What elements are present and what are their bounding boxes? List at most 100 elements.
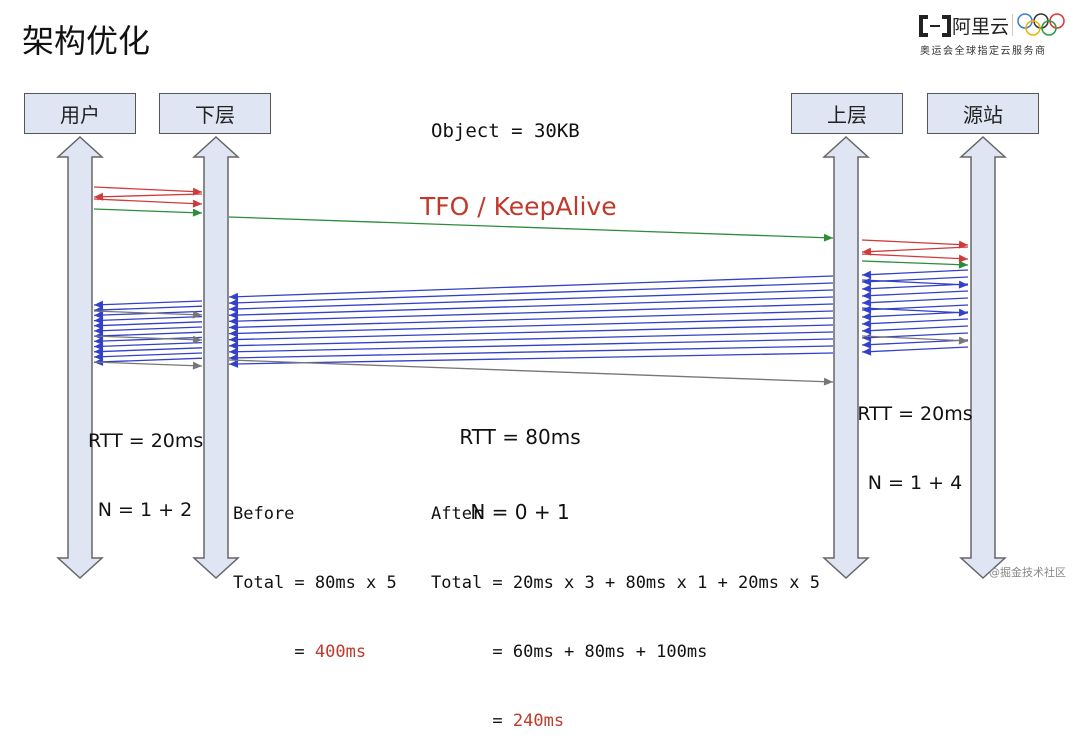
middle-rtt: RTT = 80ms [459, 425, 581, 449]
ack-arrow [861, 279, 969, 286]
lifeline-user [56, 135, 104, 580]
data-arrow [93, 341, 203, 348]
data-arrow [93, 347, 203, 353]
after-calculation: After Total = 20ms x 3 + 80ms x 1 + 20ms… [431, 457, 820, 756]
syn-arrow-head [958, 240, 968, 249]
right-rtt: RTT = 20ms [857, 403, 973, 425]
data-arrow [228, 352, 834, 365]
node-label: 下层 [195, 103, 235, 127]
data-arrow-head [862, 277, 872, 286]
data-arrow [93, 315, 203, 322]
data-arrow-head [229, 341, 239, 350]
data-arrow [861, 318, 969, 325]
before-result: 400ms [314, 642, 367, 662]
data-arrow-head [862, 319, 872, 328]
data-arrow-head [94, 300, 104, 309]
data-arrow-head [229, 311, 239, 320]
data-arrow [93, 305, 203, 311]
request-arrow-head [192, 208, 202, 217]
middle-n: N = 0 + 1 [470, 500, 570, 524]
node-label: 用户 [60, 103, 100, 127]
lifeline-origin [959, 135, 1007, 580]
after-line2: = 60ms + 80ms + 100ms [431, 642, 708, 662]
data-arrow-head [862, 284, 872, 293]
ack-arrow [93, 361, 203, 367]
ack-arrow [93, 198, 203, 205]
after-line3-prefix: = [431, 711, 513, 731]
before-line1: Total = 80ms x 5 [233, 573, 397, 593]
request-arrow [93, 208, 203, 214]
data-arrow [93, 300, 203, 306]
object-size-label: Object = 30KB [431, 120, 580, 142]
logo-tagline: 奥运会全球指定云服务商 [920, 46, 1047, 57]
after-line1: Total = 20ms x 3 + 80ms x 1 + 20ms x 5 [431, 573, 820, 593]
data-arrow-head [862, 347, 872, 356]
middle-segment-label: RTT = 80ms N = 0 + 1 [440, 375, 600, 550]
data-arrow [861, 297, 969, 304]
data-arrow-head [229, 323, 239, 332]
left-n: N = 1 + 2 [97, 499, 193, 521]
data-arrow-head [862, 305, 872, 314]
request-arrow-head [958, 260, 968, 269]
data-arrow [228, 296, 834, 316]
before-calculation: Before Total = 80ms x 5 = 400ms [233, 457, 397, 687]
data-arrow-head [229, 298, 239, 307]
ack-arrow [861, 335, 969, 342]
ack-arrow-head [958, 308, 968, 317]
data-arrow [228, 317, 834, 335]
data-arrow-head [229, 359, 239, 368]
data-arrow-head [862, 298, 872, 307]
data-arrow-head [229, 335, 239, 344]
data-arrow-head [94, 316, 104, 325]
data-arrow [861, 311, 969, 318]
right-segment-label: RTT = 20ms N = 1 + 4 [856, 357, 974, 518]
data-arrow [228, 282, 834, 304]
data-arrow-head [229, 292, 239, 301]
data-arrow [861, 269, 969, 276]
syn-ack-arrow [861, 246, 969, 253]
data-arrow [93, 331, 203, 337]
data-arrow [93, 326, 203, 332]
data-arrow [228, 331, 834, 347]
data-arrow-head [229, 329, 239, 338]
data-arrow-head [862, 326, 872, 335]
data-arrow-head [862, 333, 872, 342]
left-segment-label: RTT = 20ms N = 1 + 2 [88, 384, 204, 545]
node-lower: 下层 [159, 93, 271, 134]
lifeline-lower [192, 135, 240, 580]
request-arrow-head [823, 233, 833, 242]
ack-arrow [228, 359, 834, 383]
data-arrow-head [94, 321, 104, 330]
data-arrow [228, 303, 834, 323]
ack-arrow [93, 335, 203, 341]
aliyun-logo: 阿里云 奥运会全球指定云服务商 [918, 12, 1068, 60]
node-upper: 上层 [791, 93, 903, 134]
before-heading: Before [233, 504, 295, 524]
ack-arrow [861, 307, 969, 314]
olympic-rings-icon [1012, 13, 1065, 36]
after-result: 240ms [512, 711, 565, 731]
left-rtt: RTT = 20ms [88, 430, 204, 452]
aliyun-mark-icon [919, 15, 951, 37]
ack-arrow-head [192, 361, 202, 370]
data-arrow-head [862, 291, 872, 300]
data-arrow [228, 310, 834, 329]
data-arrow-head [94, 352, 104, 361]
slide-title: 架构优化 [22, 22, 151, 60]
data-arrow-head [229, 347, 239, 356]
right-n: N = 1 + 4 [867, 472, 963, 494]
data-arrow [861, 346, 969, 353]
data-arrow [93, 352, 203, 358]
syn-arrow [861, 239, 969, 246]
ack-arrow-head [192, 310, 202, 319]
ack-arrow-head [958, 254, 968, 263]
lifeline-upper [822, 135, 870, 580]
data-arrow-head [94, 337, 104, 346]
data-arrow [861, 325, 969, 332]
data-arrow [861, 283, 969, 290]
data-arrow-head [94, 326, 104, 335]
logo-brand: 阿里云 [952, 16, 1010, 38]
request-arrow [228, 216, 834, 239]
watermark: @掘金技术社区 [989, 566, 1066, 579]
syn-arrow [93, 186, 203, 193]
